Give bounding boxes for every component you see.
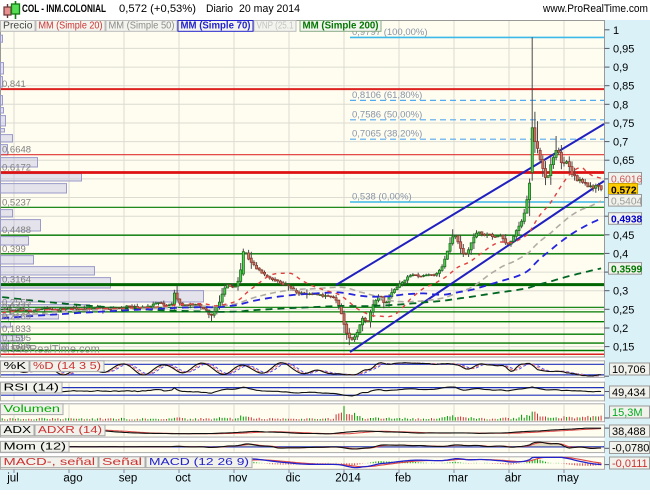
svg-text:20 may 2014: 20 may 2014: [239, 3, 300, 15]
svg-text:0,841: 0,841: [2, 79, 26, 90]
svg-text:MM (Simple 20): MM (Simple 20): [39, 20, 103, 32]
svg-text:0,399: 0,399: [2, 244, 26, 255]
svg-text:ago: ago: [63, 473, 82, 485]
svg-text:0,4488: 0,4488: [2, 225, 31, 236]
svg-text:0,6172: 0,6172: [2, 163, 31, 174]
svg-text:Mom (12): Mom (12): [4, 441, 67, 453]
svg-text:jul: jul: [6, 473, 19, 485]
svg-text:MM (Simple 70): MM (Simple 70): [181, 20, 251, 32]
svg-text:-0,0111: -0,0111: [612, 458, 648, 470]
svg-text:15,3M: 15,3M: [612, 407, 643, 419]
svg-text:0,538 (0,00%): 0,538 (0,00%): [352, 192, 412, 203]
svg-text:Precio: Precio: [3, 20, 33, 32]
svg-text:0,85: 0,85: [613, 81, 634, 93]
svg-text:MM (Simple 50): MM (Simple 50): [109, 20, 175, 32]
svg-text:49,434: 49,434: [612, 387, 646, 399]
svg-text:oct: oct: [175, 473, 191, 485]
svg-text:-0,0780: -0,0780: [612, 443, 649, 455]
svg-text:%K: %K: [4, 360, 27, 372]
svg-text:0,4938: 0,4938: [611, 215, 642, 226]
svg-text:0,25: 0,25: [613, 304, 634, 316]
svg-text:0,2169: 0,2169: [2, 312, 31, 323]
svg-text:0,8: 0,8: [613, 99, 628, 111]
svg-text:0,65: 0,65: [613, 155, 634, 167]
svg-text:Señal: Señal: [102, 456, 142, 468]
svg-text:Diario: Diario: [206, 3, 233, 15]
svg-text:1: 1: [613, 25, 619, 37]
svg-text:0,2: 0,2: [613, 323, 628, 335]
svg-text:may: may: [557, 473, 579, 485]
svg-text:0,45: 0,45: [613, 230, 634, 242]
svg-text:0,5404: 0,5404: [611, 196, 642, 207]
svg-text:0,3599: 0,3599: [611, 264, 642, 275]
svg-text:sep: sep: [119, 473, 138, 485]
svg-text:0,9: 0,9: [613, 62, 628, 74]
svg-text:feb: feb: [395, 473, 411, 485]
svg-text:ADX: ADX: [4, 424, 32, 436]
svg-text:© ProRealTime.com: © ProRealTime.com: [1, 344, 100, 356]
svg-text:2014: 2014: [335, 473, 361, 485]
svg-text:0,8106 (61,80%): 0,8106 (61,80%): [352, 90, 422, 101]
svg-text:0,7586 (50,00%): 0,7586 (50,00%): [352, 109, 422, 120]
svg-text:mar: mar: [448, 473, 468, 485]
svg-text:0,4: 0,4: [613, 248, 628, 260]
svg-text:10,706: 10,706: [612, 364, 646, 376]
svg-text:0,75: 0,75: [613, 118, 634, 130]
svg-text:MACD-, señal: MACD-, señal: [4, 456, 96, 468]
svg-text:0,7065 (38,20%): 0,7065 (38,20%): [352, 129, 422, 140]
svg-text:0,3164: 0,3164: [2, 275, 31, 286]
svg-text:%D (14 3 5): %D (14 3 5): [33, 360, 101, 372]
svg-text:0,6648: 0,6648: [2, 145, 31, 156]
svg-text:dic: dic: [286, 473, 301, 485]
svg-text:VNP (25.1: VNP (25.1: [257, 20, 294, 32]
svg-text:0,572 (+0,53%): 0,572 (+0,53%): [119, 3, 196, 15]
svg-text:www.ProRealTime.com: www.ProRealTime.com: [542, 3, 648, 15]
svg-text:Volumen: Volumen: [4, 403, 61, 415]
svg-text:0,15: 0,15: [613, 342, 634, 354]
svg-text:nov: nov: [229, 473, 248, 485]
svg-text:ADXR (14): ADXR (14): [38, 424, 102, 436]
svg-text:0,5237: 0,5237: [2, 197, 31, 208]
svg-text:MM (Simple 200): MM (Simple 200): [303, 20, 379, 32]
svg-text:38,488: 38,488: [612, 426, 646, 438]
svg-text:0,3: 0,3: [613, 286, 628, 298]
svg-text:COL - INM.COLONIAL: COL - INM.COLONIAL: [22, 3, 106, 15]
svg-text:abr: abr: [505, 473, 522, 485]
svg-text:RSI (14): RSI (14): [4, 382, 60, 394]
svg-text:MACD (12 26 9): MACD (12 26 9): [149, 456, 249, 468]
svg-text:0,7: 0,7: [613, 137, 628, 149]
svg-text:0,95: 0,95: [613, 43, 634, 55]
